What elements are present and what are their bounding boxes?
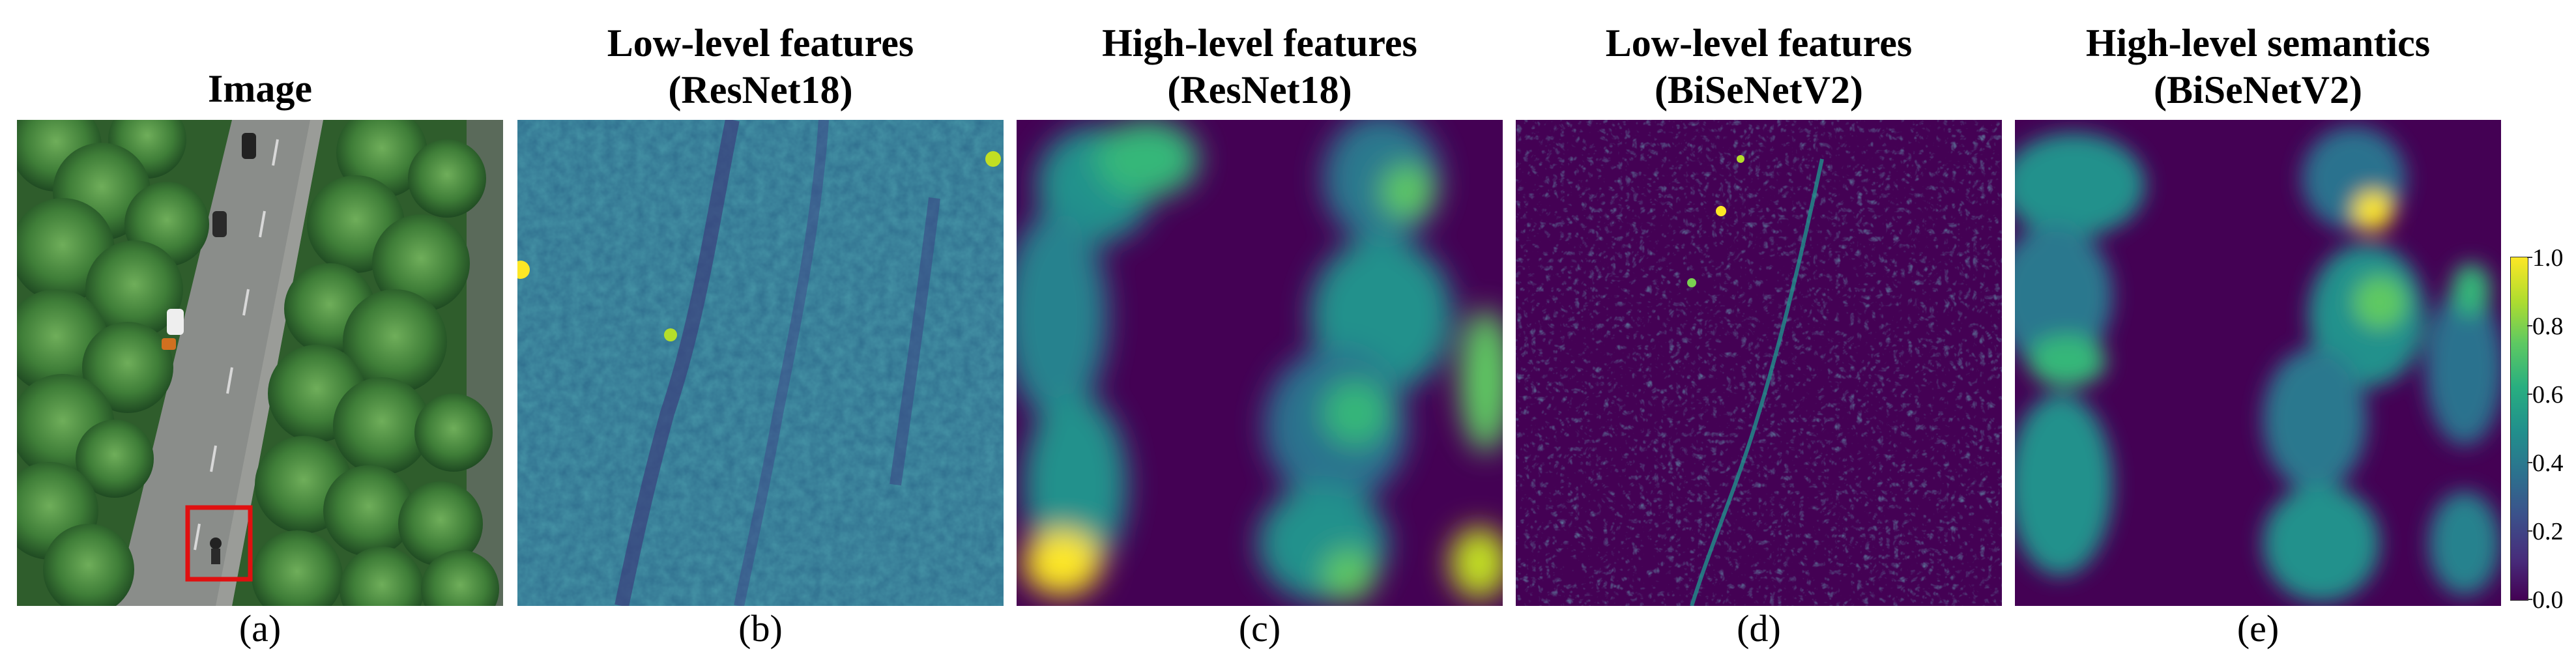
aerial-image <box>17 120 503 606</box>
panel-b-title-line1: Low-level features <box>607 22 914 65</box>
heatmap-d-low-level-bisenetv2 <box>1516 120 2002 606</box>
heatmap-b-low-level-resnet18 <box>517 120 1004 606</box>
panel-a-title-line1: Image <box>208 67 312 110</box>
panel-e-title-line1: High-level semantics <box>2085 22 2431 65</box>
panel-b-title-line2: (ResNet18) <box>668 68 853 111</box>
caption-d: (d) <box>1737 607 1781 650</box>
caption-b: (b) <box>738 607 783 650</box>
panel-a-title: Image <box>17 65 503 112</box>
panel-c-title-line1: High-level features <box>1102 22 1417 65</box>
colorbar-tick-0-0: 0.0 <box>2532 586 2564 614</box>
panel-d-title-line1: Low-level features <box>1605 22 1913 65</box>
colorbar-tick-0-4: 0.4 <box>2532 450 2564 477</box>
colorbar <box>2510 257 2528 601</box>
caption-c: (c) <box>1238 607 1281 650</box>
highlight-box <box>185 505 253 582</box>
colorbar-tick-0-6: 0.6 <box>2532 381 2564 409</box>
heatmap-e-high-level-bisenetv2 <box>2015 120 2501 606</box>
caption-a: (a) <box>239 607 282 650</box>
panel-b-title: Low-level features (ResNet18) <box>517 20 1004 113</box>
panel-c-title-line2: (ResNet18) <box>1167 68 1352 111</box>
panel-d-title: Low-level features (BiSeNetV2) <box>1516 20 2002 113</box>
heatmap-c-high-level-resnet18 <box>1017 120 1503 606</box>
colorbar-tick-0-2: 0.2 <box>2532 518 2564 545</box>
colorbar-tick-0-8: 0.8 <box>2532 313 2564 340</box>
caption-e: (e) <box>2236 607 2279 650</box>
panel-d-title-line2: (BiSeNetV2) <box>1655 68 1863 111</box>
panel-e-title-line2: (BiSeNetV2) <box>2154 68 2362 111</box>
colorbar-tick-1-0: 1.0 <box>2532 244 2564 272</box>
panel-e-title: High-level semantics (BiSeNetV2) <box>2015 20 2501 113</box>
panel-c-title: High-level features (ResNet18) <box>1017 20 1503 113</box>
